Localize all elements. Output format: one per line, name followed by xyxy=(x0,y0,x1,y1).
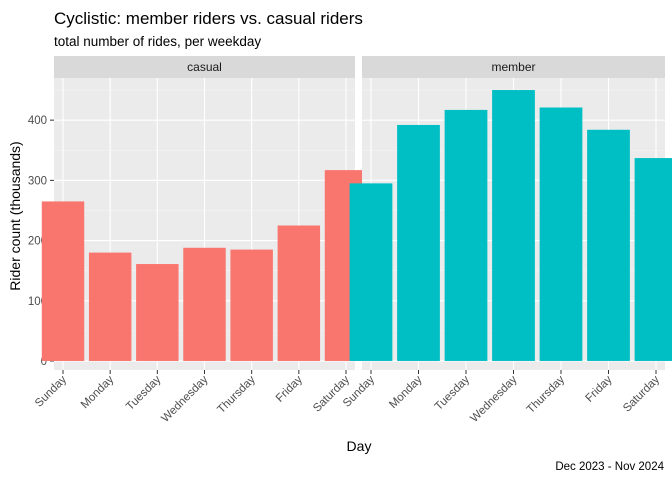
chart-caption: Dec 2023 - Nov 2024 xyxy=(555,461,664,473)
x-tick-label: Tuesday xyxy=(433,373,473,413)
x-tick-label: Thursday xyxy=(215,373,258,416)
x-tick-label: Friday xyxy=(274,373,305,404)
bar-casual-tuesday xyxy=(136,264,179,361)
chart-subtitle: total number of rides, per weekday xyxy=(54,34,261,49)
y-tick-label: 0 xyxy=(41,356,47,368)
bar-member-thursday xyxy=(539,107,583,361)
bar-member-sunday xyxy=(349,183,393,361)
bar-casual-friday xyxy=(277,225,321,361)
facet-strip xyxy=(362,56,665,78)
x-tick-label: Saturday xyxy=(311,373,352,414)
bar-member-wednesday xyxy=(492,90,535,361)
y-axis-title: Rider count (thousands) xyxy=(7,141,23,290)
bar-member-monday xyxy=(397,124,440,361)
chart-title: Cyclistic: member riders vs. casual ride… xyxy=(54,9,363,28)
x-tick-label: Monday xyxy=(79,373,117,411)
facet-strip xyxy=(54,56,355,78)
x-tick-label: Wednesday xyxy=(159,373,210,424)
x-tick-label: Tuesday xyxy=(124,373,164,413)
x-tick-label: Sunday xyxy=(33,373,69,409)
x-tick-label: Saturday xyxy=(621,373,662,414)
bar-member-tuesday xyxy=(444,109,488,361)
bar-member-friday xyxy=(587,129,630,361)
bar-casual-monday xyxy=(88,252,132,361)
x-tick-label: Thursday xyxy=(525,373,568,416)
facet-strip-label: member xyxy=(491,60,535,74)
x-tick-label: Friday xyxy=(584,373,615,404)
bar-casual-wednesday xyxy=(183,247,226,361)
bar-casual-sunday xyxy=(41,201,85,361)
facet-strip-label: casual xyxy=(187,60,222,74)
x-tick-label: Monday xyxy=(387,373,425,411)
x-tick-label: Wednesday xyxy=(468,373,519,424)
y-tick-label: 400 xyxy=(28,115,47,127)
bar-casual-thursday xyxy=(230,249,273,361)
y-tick-label: 300 xyxy=(28,175,47,187)
x-axis-title: Day xyxy=(347,438,372,454)
bar-member-saturday xyxy=(634,158,672,361)
